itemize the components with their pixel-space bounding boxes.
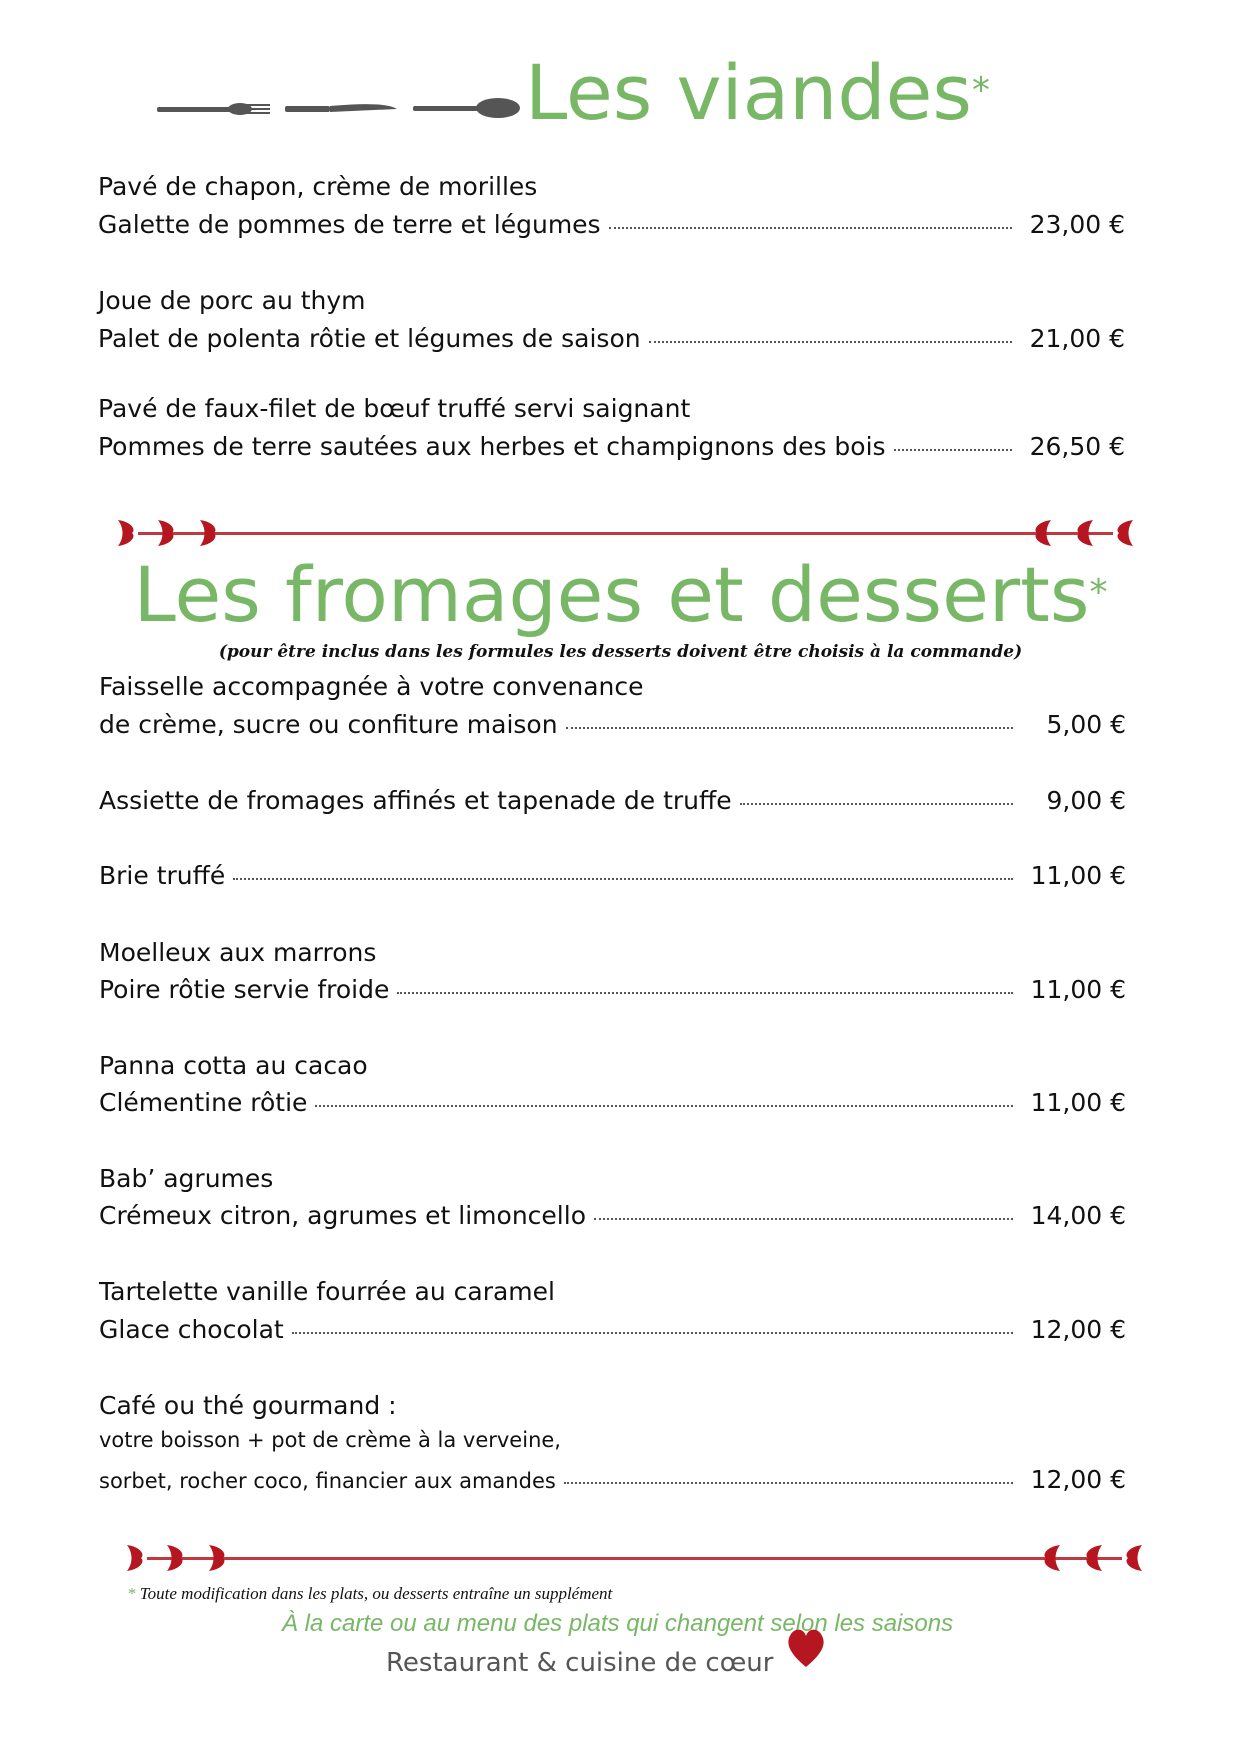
heart-icon xyxy=(788,1629,824,1667)
item-text: votre boisson + pot de crème à la vervei… xyxy=(99,1428,561,1452)
menu-item-line: Tartelette vanille fourrée au caramel xyxy=(99,1277,1126,1306)
cutlery-icons xyxy=(157,98,520,118)
menu-item-line: votre boisson + pot de crème à la vervei… xyxy=(99,1428,1126,1452)
item-price: 23,00 € xyxy=(1029,210,1125,239)
item-text: Clémentine rôtie xyxy=(99,1088,308,1117)
tagline: À la carte ou au menu des plats qui chan… xyxy=(282,1610,954,1637)
item-text: Galette de pommes de terre et légumes xyxy=(98,210,601,239)
heart-divider-icon xyxy=(127,1545,1142,1571)
menu-item-line: Pommes de terre sautées aux herbes et ch… xyxy=(98,432,1125,461)
item-text: Bab’ agrumes xyxy=(99,1164,274,1193)
heart-divider-icon xyxy=(118,520,1133,546)
asterisk-mark: * xyxy=(971,70,990,111)
item-text: Brie truffé xyxy=(99,861,226,890)
item-price: 12,00 € xyxy=(1030,1465,1126,1494)
item-text: Tartelette vanille fourrée au caramel xyxy=(99,1277,555,1306)
menu-item-line: Bab’ agrumes xyxy=(99,1164,1126,1193)
menu-item-line: Galette de pommes de terre et légumes 23,… xyxy=(98,210,1125,239)
menu-item-line: Pavé de chapon, crème de morilles xyxy=(98,172,1125,201)
spoon-icon xyxy=(413,98,520,118)
item-text: Pavé de faux-filet de bœuf truffé servi … xyxy=(98,394,691,423)
menu-item-line: Crémeux citron, agrumes et limoncello 14,… xyxy=(99,1201,1126,1230)
item-text: Faisselle accompagnée à votre convenance xyxy=(99,672,644,701)
dot-leader xyxy=(291,1332,1013,1334)
menu-item-line: Clémentine rôtie 11,00 € xyxy=(99,1088,1126,1117)
item-price: 5,00 € xyxy=(1046,710,1126,739)
item-price: 26,50 € xyxy=(1029,432,1125,461)
dot-leader xyxy=(608,227,1012,229)
dot-leader xyxy=(594,1218,1013,1220)
item-text: Poire rôtie servie froide xyxy=(99,975,390,1004)
dot-leader xyxy=(648,341,1012,343)
footnote-text: Toute modification dans les plats, ou de… xyxy=(139,1584,613,1603)
item-price: 9,00 € xyxy=(1046,786,1126,815)
menu-item-line: sorbet, rocher coco, financier aux amand… xyxy=(99,1465,1126,1494)
footnote: * Toute modification dans les plats, ou … xyxy=(127,1584,612,1604)
menu-item-line: Joue de porc au thym xyxy=(98,286,1125,315)
item-price: 11,00 € xyxy=(1030,975,1126,1004)
dot-leader xyxy=(739,803,1013,805)
title-text: Les fromages et desserts xyxy=(133,550,1090,639)
item-text: Joue de porc au thym xyxy=(98,286,366,315)
brand-name: Restaurant & cuisine de cœur xyxy=(386,1648,774,1678)
item-price: 11,00 € xyxy=(1030,861,1126,890)
menu-item-line: Moelleux aux marrons xyxy=(99,938,1126,967)
item-text: Glace chocolat xyxy=(99,1315,284,1344)
desserts-subtitle: (pour être inclus dans les formules les … xyxy=(218,642,1023,662)
menu-item-line: Café ou thé gourmand : xyxy=(99,1391,1126,1420)
item-text: Pavé de chapon, crème de morilles xyxy=(98,172,538,201)
dot-leader xyxy=(563,1482,1013,1484)
menu-item-line: Poire rôtie servie froide 11,00 € xyxy=(99,975,1126,1004)
menu-item-line: Faisselle accompagnée à votre convenance xyxy=(99,672,1126,701)
dot-leader xyxy=(565,727,1013,729)
item-price: 21,00 € xyxy=(1029,324,1125,353)
dot-leader xyxy=(233,878,1013,880)
item-text: Pommes de terre sautées aux herbes et ch… xyxy=(98,432,886,461)
item-text: de crème, sucre ou confiture maison xyxy=(99,710,558,739)
item-price: 12,00 € xyxy=(1030,1315,1126,1344)
asterisk-mark: * xyxy=(1089,572,1108,613)
menu-item-line: Panna cotta au cacao xyxy=(99,1051,1126,1080)
asterisk-mark: * xyxy=(127,1584,136,1603)
item-text: Café ou thé gourmand : xyxy=(99,1391,397,1420)
menu-item-line: Pavé de faux-filet de bœuf truffé servi … xyxy=(98,394,1125,423)
menu-item-line: de crème, sucre ou confiture maison 5,00 … xyxy=(99,710,1126,739)
item-text: Panna cotta au cacao xyxy=(99,1051,368,1080)
menu-item-line: Assiette de fromages affinés et tapenade… xyxy=(99,786,1126,815)
item-text: sorbet, rocher coco, financier aux amand… xyxy=(99,1469,556,1493)
menu-item-line: Glace chocolat 12,00 € xyxy=(99,1315,1126,1344)
menu-item-line: Palet de polenta rôtie et légumes de sai… xyxy=(98,324,1125,353)
title-text: Les viandes xyxy=(525,48,972,137)
dot-leader xyxy=(315,1105,1013,1107)
item-text: Crémeux citron, agrumes et limoncello xyxy=(99,1201,586,1230)
knife-icon xyxy=(285,104,397,112)
item-text: Assiette de fromages affinés et tapenade… xyxy=(99,786,732,815)
menu-item-line: Brie truffé 11,00 € xyxy=(99,861,1126,890)
item-price: 11,00 € xyxy=(1030,1088,1126,1117)
fork-icon xyxy=(157,103,270,115)
item-text: Palet de polenta rôtie et légumes de sai… xyxy=(98,324,641,353)
item-text: Moelleux aux marrons xyxy=(99,938,377,967)
dot-leader xyxy=(893,449,1012,451)
section-title-desserts: Les fromages et desserts* xyxy=(0,550,1241,639)
item-price: 14,00 € xyxy=(1030,1201,1126,1230)
section-title-meats: Les viandes* xyxy=(525,48,990,137)
dot-leader xyxy=(397,992,1013,994)
